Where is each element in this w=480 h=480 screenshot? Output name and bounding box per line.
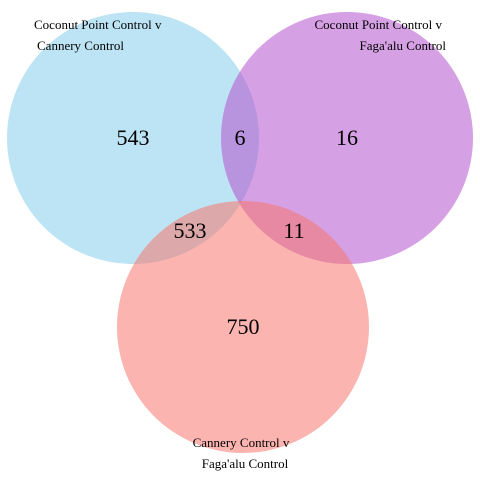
set-c-label-line-1: Cannery Control v: [193, 435, 290, 450]
set-a-circle: [7, 12, 259, 264]
set-a-label-line-1: Coconut Point Control v: [34, 17, 162, 32]
set-c-label-line-2: Faga'alu Control: [202, 456, 289, 471]
set-a-label-line-2: Cannery Control: [37, 38, 124, 53]
set-b-label-line-1: Coconut Point Control v: [315, 17, 443, 32]
region-a-and-c-count: 533: [174, 218, 207, 243]
set-c-circle: [117, 201, 369, 453]
set-b-circle: [221, 12, 473, 264]
region-b-only-count: 16: [336, 125, 358, 150]
region-b-and-c-count: 11: [283, 218, 304, 243]
region-a-and-b-count: 6: [235, 125, 246, 150]
region-a-only-count: 543: [117, 125, 150, 150]
set-b-label-line-2: Faga'alu Control: [360, 38, 447, 53]
region-c-only-count: 750: [227, 314, 260, 339]
